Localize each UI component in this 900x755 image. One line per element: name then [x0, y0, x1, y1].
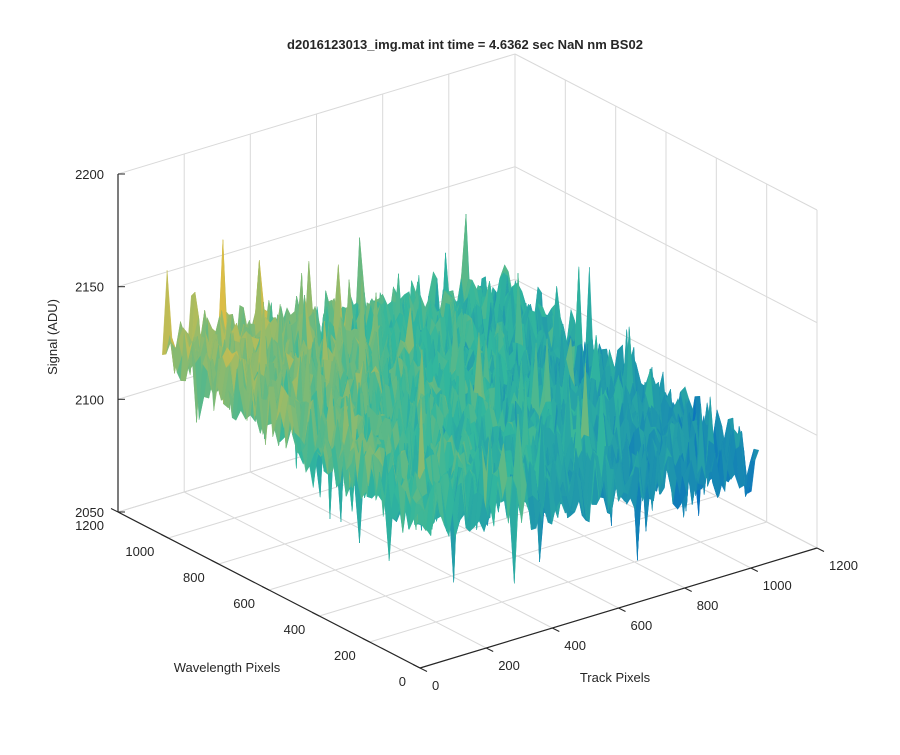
x-tick-label: 1200 — [829, 558, 858, 573]
y-tick-label: 400 — [284, 622, 306, 637]
x-axis-label: Track Pixels — [580, 670, 651, 685]
side-wall-grid-line — [514, 53, 818, 211]
x-tick-label: 400 — [564, 638, 586, 653]
y-tick-label: 200 — [334, 648, 356, 663]
x-tick-label: 800 — [697, 598, 719, 613]
x-tick-label: 200 — [498, 658, 520, 673]
floor-grid-line — [319, 495, 717, 617]
back-wall-grid-line — [117, 53, 516, 175]
y-tick-label: 0 — [399, 674, 406, 689]
side-wall-grid-line — [514, 278, 818, 436]
y-tick-label: 1000 — [125, 544, 154, 559]
z-tick-label: 2200 — [75, 167, 104, 182]
z-tick-label: 2050 — [75, 505, 104, 520]
y-tick-label: 1200 — [75, 518, 104, 533]
side-wall-grid-line — [514, 166, 818, 324]
x-tick-label: 600 — [631, 618, 653, 633]
y-tick-label: 800 — [183, 570, 205, 585]
x-tick-label: 1000 — [763, 578, 792, 593]
chart-title: d2016123013_img.mat int time = 4.6362 se… — [287, 37, 643, 52]
y-axis-label: Wavelength Pixels — [174, 660, 281, 675]
floor-grid-line — [369, 521, 767, 643]
z-tick-label: 2100 — [75, 392, 104, 407]
x-tick-label: 0 — [432, 678, 439, 693]
back-wall-grid-line — [117, 166, 516, 288]
z-tick-label: 2150 — [75, 280, 104, 295]
surface-mesh — [162, 213, 760, 584]
y-tick-label: 600 — [233, 596, 255, 611]
z-axis-label: Signal (ADU) — [45, 299, 60, 375]
